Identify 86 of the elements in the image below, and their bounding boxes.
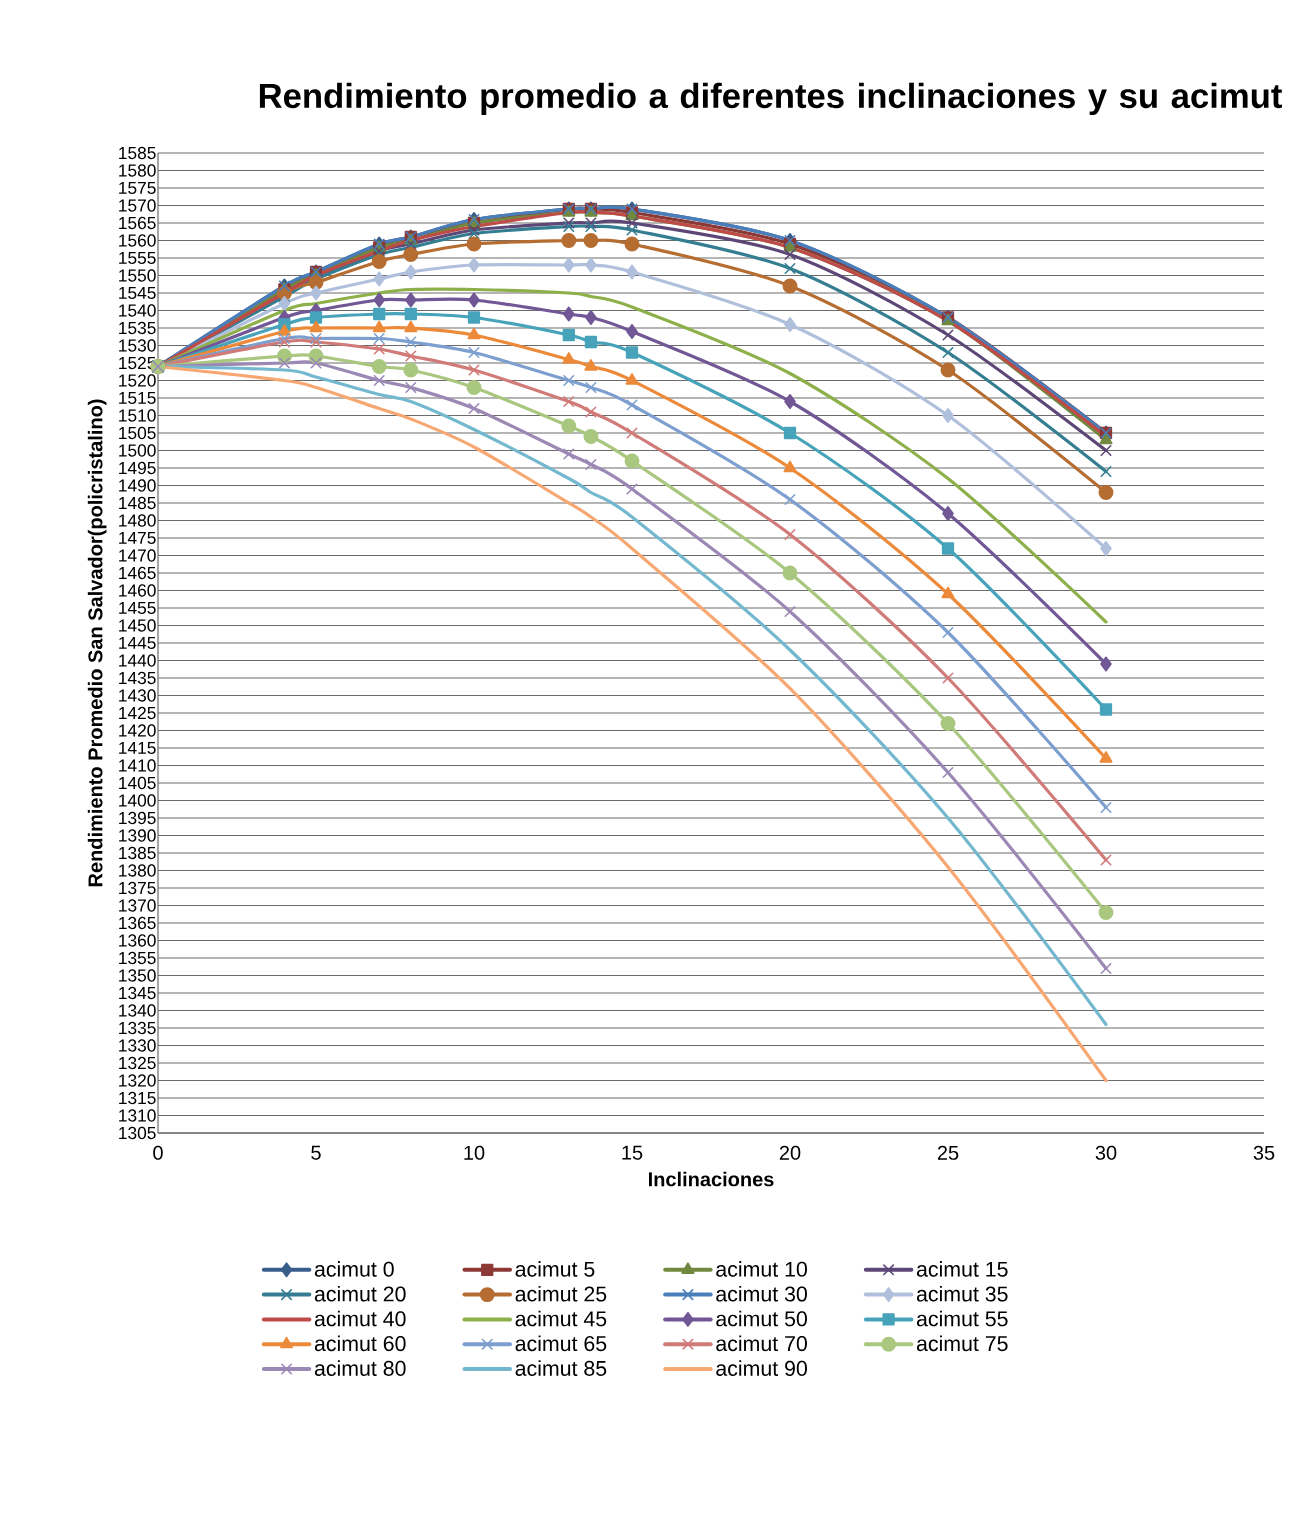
y-tick-label: 1490 <box>119 479 156 492</box>
x-tick-label: 30 <box>1095 1145 1117 1160</box>
y-tick-label: 1350 <box>119 969 156 982</box>
x-tick-label: 10 <box>464 1145 485 1160</box>
y-axis-title: Rendimiento Promedio San Salvador(policristalino) <box>87 399 107 887</box>
y-tick-label: 1390 <box>119 829 156 842</box>
y-tick-label: 1540 <box>119 304 156 317</box>
y-tick-label: 1330 <box>119 1039 156 1052</box>
y-tick-label: 1410 <box>119 759 156 772</box>
y-tick-label: 1585 <box>119 146 156 160</box>
y-tick-label: 1310 <box>119 1109 156 1122</box>
y-tick-label: 1360 <box>119 934 156 947</box>
y-tick-label: 1555 <box>119 251 156 265</box>
y-tick-label: 1365 <box>119 916 156 930</box>
y-tick-label: 1465 <box>119 566 156 580</box>
legend-label: acimut 80 <box>314 1360 406 1376</box>
y-tick-label: 1560 <box>119 234 156 247</box>
x-tick-label: 35 <box>1253 1145 1275 1160</box>
legend-label: acimut 25 <box>515 1285 607 1302</box>
legend-label: acimut 30 <box>716 1285 807 1302</box>
y-tick-label: 1415 <box>119 741 156 755</box>
x-tick-label: 0 <box>153 1145 163 1160</box>
y-tick-label: 1575 <box>119 181 156 195</box>
y-tick-label: 1495 <box>119 461 156 475</box>
legend-label: acimut 50 <box>716 1310 807 1327</box>
x-tick-label: 20 <box>779 1145 801 1160</box>
y-tick-label: 1450 <box>119 619 156 632</box>
y-tick-label: 1475 <box>119 531 156 545</box>
y-tick-label: 1345 <box>119 986 156 1000</box>
legend-label: acimut 35 <box>916 1285 1008 1302</box>
legend-label: acimut 5 <box>515 1261 595 1277</box>
y-tick-label: 1400 <box>119 794 156 807</box>
legend-label: acimut 10 <box>716 1261 807 1277</box>
y-tick-label: 1570 <box>119 199 156 212</box>
x-axis-title: Inclinaciones <box>648 1171 774 1187</box>
y-tick-label: 1545 <box>119 286 156 300</box>
y-tick-label: 1440 <box>119 654 156 667</box>
y-tick-label: 1430 <box>119 689 156 702</box>
y-tick-label: 1375 <box>119 881 156 895</box>
legend-label: acimut 15 <box>916 1261 1008 1277</box>
y-tick-label: 1520 <box>119 374 156 387</box>
legend-label: acimut 55 <box>916 1310 1008 1327</box>
legend-label: acimut 40 <box>314 1310 406 1327</box>
x-tick-label: 25 <box>937 1145 959 1160</box>
y-tick-label: 1320 <box>119 1074 156 1087</box>
chart-title: Rendimiento promedio a diferentes inclinaciones y su acimut <box>259 82 1282 116</box>
y-tick-label: 1435 <box>119 671 156 685</box>
y-tick-label: 1565 <box>119 216 156 230</box>
y-tick-label: 1480 <box>119 514 156 527</box>
y-tick-label: 1580 <box>119 164 156 177</box>
y-tick-label: 1325 <box>119 1056 156 1070</box>
y-tick-label: 1505 <box>119 426 156 440</box>
x-tick-label: 5 <box>311 1145 321 1160</box>
legend-label: acimut 20 <box>314 1285 406 1302</box>
legend-label: acimut 85 <box>515 1360 607 1376</box>
y-tick-label: 1305 <box>119 1126 156 1140</box>
y-tick-label: 1315 <box>119 1091 156 1105</box>
y-tick-label: 1500 <box>119 444 156 457</box>
y-tick-label: 1470 <box>119 549 156 562</box>
y-tick-label: 1530 <box>119 339 156 352</box>
legend-label: acimut 65 <box>515 1335 607 1352</box>
y-tick-label: 1405 <box>119 776 156 790</box>
y-tick-label: 1485 <box>119 496 156 510</box>
y-tick-label: 1515 <box>119 391 156 405</box>
y-tick-label: 1355 <box>119 951 156 965</box>
y-tick-label: 1535 <box>119 321 156 335</box>
legend-label: acimut 75 <box>916 1335 1008 1352</box>
legend-label: acimut 0 <box>314 1261 394 1277</box>
x-tick-label: 15 <box>622 1145 643 1160</box>
y-tick-label: 1425 <box>119 706 156 720</box>
legend-label: acimut 45 <box>515 1310 607 1327</box>
y-tick-label: 1550 <box>119 269 156 282</box>
y-tick-label: 1510 <box>119 409 156 422</box>
y-tick-label: 1380 <box>119 864 156 877</box>
y-tick-label: 1370 <box>119 899 156 912</box>
y-tick-label: 1395 <box>119 811 156 825</box>
y-tick-label: 1455 <box>119 601 156 615</box>
y-tick-label: 1445 <box>119 636 156 650</box>
y-tick-label: 1460 <box>119 584 156 597</box>
y-tick-label: 1420 <box>119 724 156 737</box>
y-tick-label: 1340 <box>119 1004 156 1017</box>
legend-label: acimut 90 <box>716 1360 807 1376</box>
legend-label: acimut 60 <box>314 1335 406 1352</box>
y-tick-label: 1385 <box>119 846 156 860</box>
legend-label: acimut 70 <box>716 1335 807 1352</box>
y-tick-label: 1335 <box>119 1021 156 1035</box>
